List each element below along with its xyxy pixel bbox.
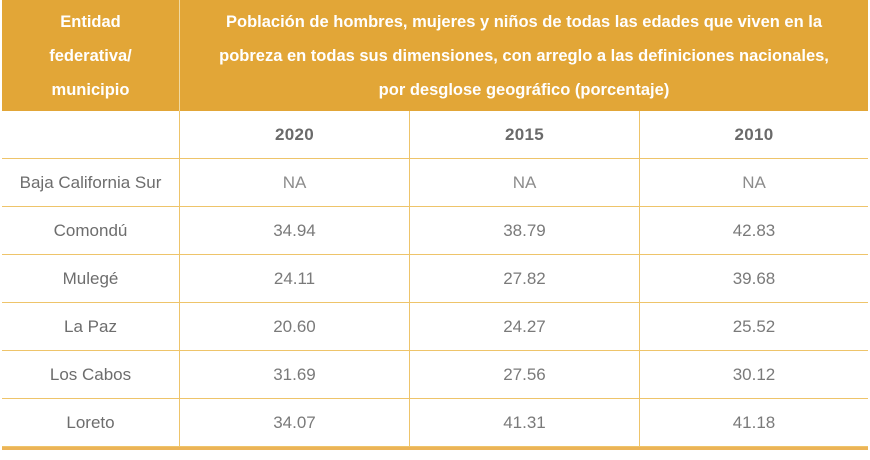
entity-column-header: Entidad federativa/ municipio — [2, 0, 180, 111]
table-row-los-cabos: Los Cabos 31.69 27.56 30.12 — [2, 351, 868, 399]
value-2010: 42.83 — [640, 207, 868, 255]
value-2010: 25.52 — [640, 303, 868, 351]
value-2020: 20.60 — [180, 303, 410, 351]
corner-empty-cell — [2, 111, 180, 159]
value-2015: 24.27 — [410, 303, 640, 351]
year-header-row: 2020 2015 2010 — [2, 111, 868, 159]
table-row-baja-california-sur: Baja California Sur NA NA NA — [2, 159, 868, 207]
value-2020: 31.69 — [180, 351, 410, 399]
indicator-column-header: Población de hombres, mujeres y niños de… — [219, 12, 829, 99]
value-2015: 27.82 — [410, 255, 640, 303]
value-2020: NA — [180, 159, 410, 207]
table-header: Entidad federativa/ municipio Población … — [2, 0, 868, 111]
municipality-name: Mulegé — [2, 255, 180, 303]
value-2015: 27.56 — [410, 351, 640, 399]
municipality-name: Comondú — [2, 207, 180, 255]
year-header-2015: 2015 — [410, 111, 640, 159]
year-header-2010: 2010 — [640, 111, 868, 159]
table-row-comondu: Comondú 34.94 38.79 42.83 — [2, 207, 868, 255]
value-2020: 24.11 — [180, 255, 410, 303]
value-2020: 34.94 — [180, 207, 410, 255]
municipality-name: La Paz — [2, 303, 180, 351]
value-2010: 41.18 — [640, 399, 868, 447]
municipality-name: Baja California Sur — [2, 159, 180, 207]
value-2015: 41.31 — [410, 399, 640, 447]
value-2010: 39.68 — [640, 255, 868, 303]
municipality-name: Loreto — [2, 399, 180, 447]
value-2010: 30.12 — [640, 351, 868, 399]
value-2020: 34.07 — [180, 399, 410, 447]
table-row-la-paz: La Paz 20.60 24.27 25.52 — [2, 303, 868, 351]
poverty-table: Entidad federativa/ municipio Población … — [2, 0, 868, 450]
table-row-loreto: Loreto 34.07 41.31 41.18 — [2, 399, 868, 447]
year-header-2020: 2020 — [180, 111, 410, 159]
value-2015: NA — [410, 159, 640, 207]
table-row-mulege: Mulegé 24.11 27.82 39.68 — [2, 255, 868, 303]
bottom-accent-bar — [2, 447, 868, 450]
value-2015: 38.79 — [410, 207, 640, 255]
municipality-name: Los Cabos — [2, 351, 180, 399]
value-2010: NA — [640, 159, 868, 207]
